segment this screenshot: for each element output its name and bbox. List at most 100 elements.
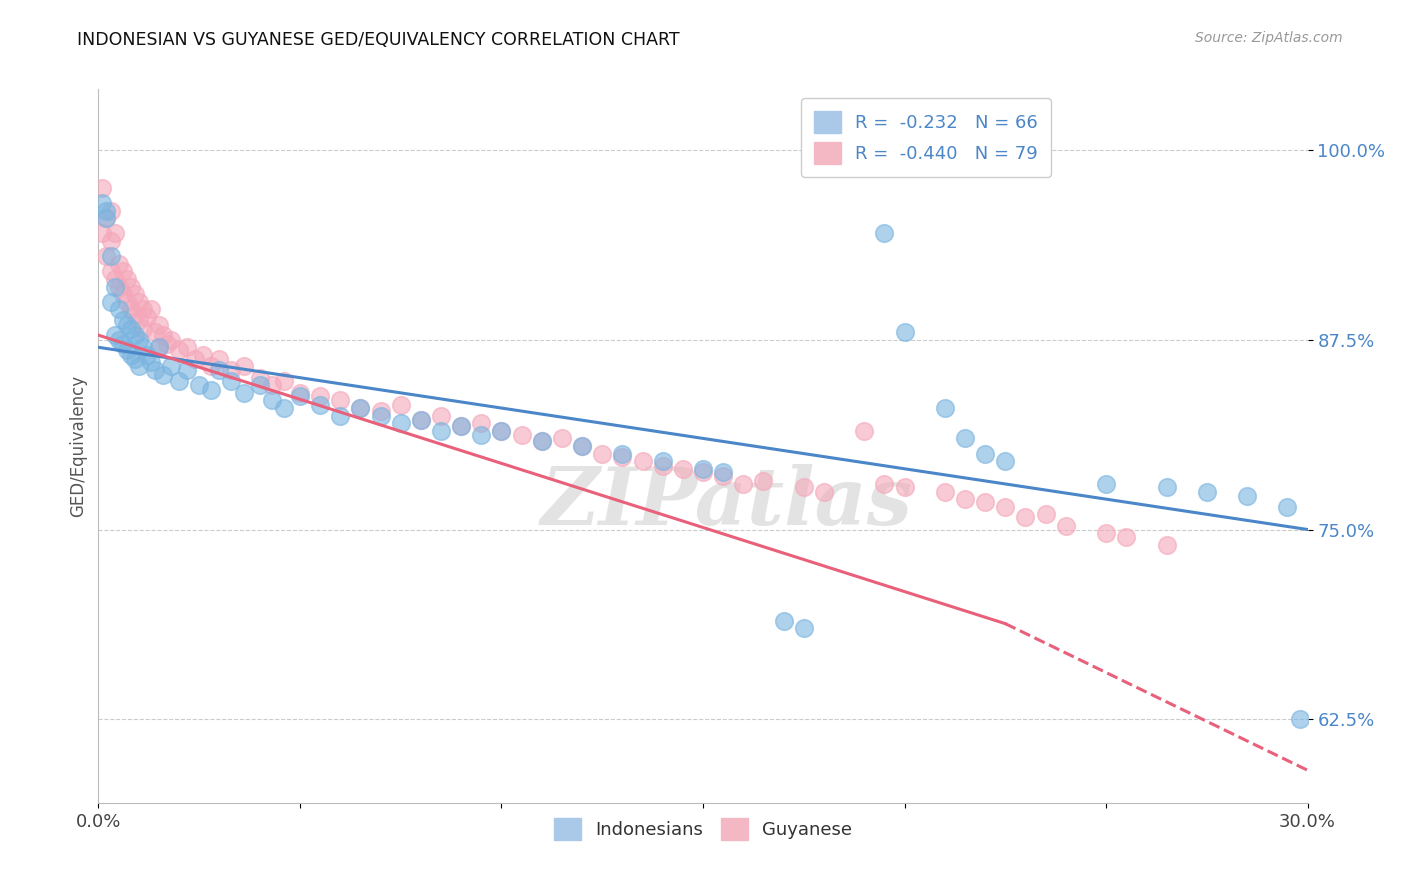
Point: [135, 348, 157, 362]
Point: [208, 363, 231, 377]
Point: [143, 325, 166, 339]
Point: [530, 434, 553, 449]
Point: [111, 337, 134, 351]
Point: [91, 227, 114, 241]
Point: [409, 413, 432, 427]
Point: [1195, 484, 1218, 499]
Point: [160, 333, 183, 347]
Point: [772, 614, 794, 628]
Point: [132, 302, 155, 317]
Point: [651, 454, 673, 468]
Point: [100, 264, 122, 278]
Point: [107, 302, 129, 317]
Point: [152, 368, 174, 382]
Point: [132, 322, 155, 336]
Point: [260, 393, 283, 408]
Point: [1236, 489, 1258, 503]
Point: [309, 389, 332, 403]
Point: [430, 424, 453, 438]
Point: [96, 211, 118, 226]
Point: [873, 227, 896, 241]
Point: [329, 409, 352, 423]
Point: [103, 272, 125, 286]
Point: [974, 447, 997, 461]
Point: [711, 469, 734, 483]
Point: [692, 462, 714, 476]
Point: [115, 343, 138, 358]
Point: [139, 355, 162, 369]
Point: [96, 249, 118, 263]
Point: [470, 428, 492, 442]
Point: [143, 363, 166, 377]
Point: [128, 359, 150, 373]
Point: [711, 465, 734, 479]
Point: [651, 458, 673, 473]
Point: [184, 352, 207, 367]
Point: [853, 424, 876, 438]
Point: [793, 480, 815, 494]
Point: [349, 401, 371, 415]
Point: [389, 416, 412, 430]
Point: [273, 374, 295, 388]
Point: [430, 409, 453, 423]
Point: [128, 313, 150, 327]
Point: [96, 211, 118, 226]
Point: [232, 359, 254, 373]
Point: [111, 313, 134, 327]
Point: [934, 484, 956, 499]
Point: [672, 462, 695, 476]
Point: [450, 419, 472, 434]
Point: [591, 447, 613, 461]
Point: [470, 416, 492, 430]
Point: [994, 500, 1017, 514]
Point: [1095, 525, 1118, 540]
Point: [132, 340, 155, 354]
Point: [221, 374, 243, 388]
Point: [115, 272, 138, 286]
Point: [934, 401, 956, 415]
Point: [91, 196, 114, 211]
Point: [1035, 508, 1057, 522]
Point: [160, 359, 183, 373]
Point: [221, 363, 243, 377]
Point: [120, 302, 142, 317]
Point: [530, 434, 553, 449]
Point: [491, 424, 513, 438]
Point: [124, 287, 146, 301]
Point: [329, 393, 352, 408]
Point: [128, 333, 150, 347]
Point: [1115, 530, 1137, 544]
Point: [510, 428, 533, 442]
Point: [167, 343, 190, 358]
Point: [389, 398, 412, 412]
Point: [409, 413, 432, 427]
Point: [100, 249, 122, 263]
Point: [692, 465, 714, 479]
Point: [491, 424, 513, 438]
Point: [107, 257, 129, 271]
Point: [873, 477, 896, 491]
Point: [752, 474, 775, 488]
Point: [139, 302, 162, 317]
Point: [994, 454, 1017, 468]
Legend: Indonesians, Guyanese: Indonesians, Guyanese: [547, 811, 859, 847]
Point: [974, 495, 997, 509]
Point: [893, 325, 915, 339]
Point: [103, 328, 125, 343]
Point: [631, 454, 654, 468]
Point: [551, 431, 574, 445]
Point: [249, 370, 271, 384]
Point: [176, 340, 198, 354]
Point: [135, 310, 157, 324]
Point: [176, 363, 198, 377]
Point: [156, 337, 179, 351]
Point: [1095, 477, 1118, 491]
Point: [115, 294, 138, 309]
Point: [612, 447, 634, 461]
Point: [100, 203, 122, 218]
Point: [1277, 500, 1299, 514]
Text: INDONESIAN VS GUYANESE GED/EQUIVALENCY CORRELATION CHART: INDONESIAN VS GUYANESE GED/EQUIVALENCY C…: [77, 31, 681, 49]
Point: [167, 374, 190, 388]
Point: [370, 404, 392, 418]
Point: [148, 340, 170, 354]
